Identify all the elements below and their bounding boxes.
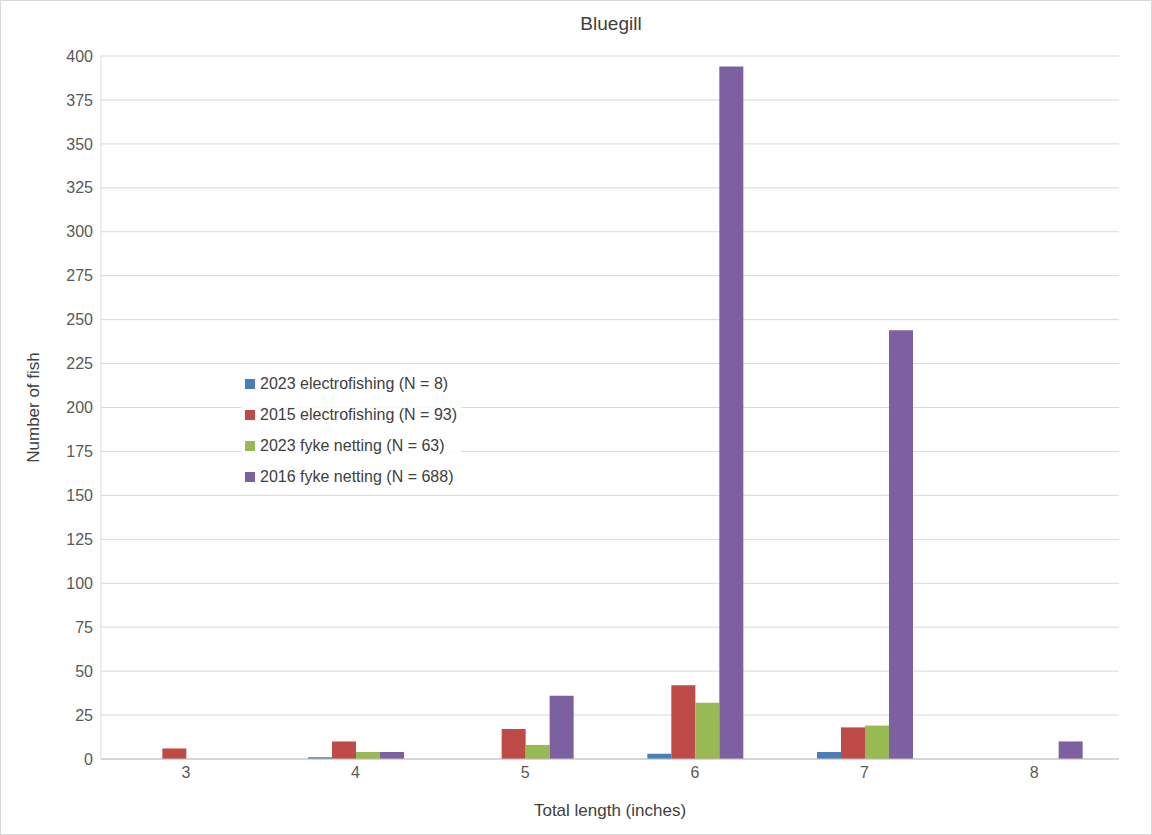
svg-text:4: 4: [351, 764, 360, 781]
svg-text:5: 5: [521, 764, 530, 781]
svg-text:300: 300: [66, 223, 93, 240]
svg-text:375: 375: [66, 92, 93, 109]
svg-text:225: 225: [66, 355, 93, 372]
svg-text:100: 100: [66, 575, 93, 592]
svg-text:Number of fish: Number of fish: [24, 352, 43, 463]
svg-text:8: 8: [1030, 764, 1039, 781]
svg-text:250: 250: [66, 311, 93, 328]
html-text:Bluegill: Bluegill: [580, 13, 642, 34]
svg-text:325: 325: [66, 179, 93, 196]
svg-text:125: 125: [66, 531, 93, 548]
svg-text:150: 150: [66, 487, 93, 504]
html-text:2016 fyke netting (N = 688): 2016 fyke netting (N = 688): [260, 467, 454, 485]
svg-text:25: 25: [75, 707, 93, 724]
svg-text:275: 275: [66, 267, 93, 284]
html-text:2023 electrofishing (N = 8): 2023 electrofishing (N = 8): [260, 374, 449, 392]
svg-text:400: 400: [66, 48, 93, 65]
svg-text:Total length (inches): Total length (inches): [534, 801, 686, 820]
svg-text:50: 50: [75, 663, 93, 680]
svg-text:200: 200: [66, 399, 93, 416]
svg-text:3: 3: [181, 764, 190, 781]
svg-text:75: 75: [75, 619, 93, 636]
svg-text:6: 6: [690, 764, 699, 781]
svg-text:7: 7: [860, 764, 869, 781]
html-text:2023 fyke netting (N = 63): 2023 fyke netting (N = 63): [260, 436, 445, 454]
svg-text:175: 175: [66, 443, 93, 460]
svg-text:350: 350: [66, 136, 93, 153]
svg-text:0: 0: [84, 751, 93, 768]
html-text:2015 electrofishing (N = 93): 2015 electrofishing (N = 93): [260, 405, 457, 423]
